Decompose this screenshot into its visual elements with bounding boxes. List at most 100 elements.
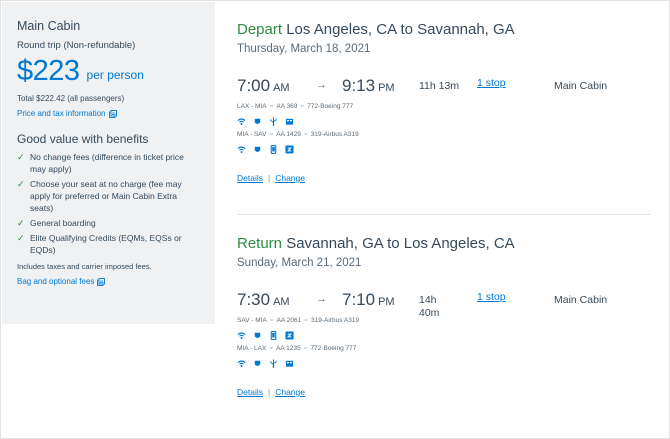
depart-departure-time: 7:00 AM [237,76,290,96]
entertainment-icon [285,118,294,125]
power-icon [254,360,261,366]
return-label: Return [237,235,283,252]
leg-amenities [237,329,657,341]
return-date: Sunday, March 21, 2021 [237,257,362,269]
benefits-title: Good value with benefits [17,132,149,146]
time-ampm: AM [273,82,290,94]
return-details-link[interactable]: Details [237,387,263,397]
flight-leg-info: MIA - SAV = AA 1429 = 319-Airbus A319 [237,131,359,138]
depart-stops-link[interactable]: 1 stop [477,77,506,89]
depart-date: Thursday, March 18, 2021 [237,43,371,55]
benefit-item: ✓ Choose your seat at no charge (fee may … [17,178,202,214]
depart-segment: Depart Los Angeles, CA to Savannah, GA T… [237,21,657,183]
benefit-text: Elite Qualifying Credits (EQMs, EQSs or … [30,233,182,255]
separator: | [267,387,271,397]
depart-duration: 11h 13m [419,80,460,92]
leg-aircraft: 319-Airbus A319 [310,131,359,138]
usb-icon [270,358,277,368]
return-actions: Details | Change [237,387,657,397]
time-value: 7:30 [237,290,271,309]
return-arrival-time: 7:10 PM [342,290,395,310]
power-icon [254,118,261,124]
leg-flight-number: AA 1235 [276,345,301,352]
power-icon [254,332,261,338]
depart-cabin: Main Cabin [554,80,608,92]
price-tax-info-link[interactable]: Price and tax information [17,109,117,118]
per-person-label: per person [86,68,144,82]
wifi-icon [237,359,246,367]
benefits-list: ✓ No change fees (difference in ticket pr… [17,151,202,256]
check-icon: ✓ [17,218,25,228]
time-value: 9:13 [342,76,376,95]
flight-leg-info: MIA - LAX = AA 1235 = 772-Boeing 777 [237,345,357,352]
flight-leg-info: SAV - MIA = AA 2061 = 319-Airbus A319 [237,317,360,324]
price-row: $223 per person [17,55,215,87]
streaming-icon [285,330,294,340]
leg-flight-number: AA 1429 [276,131,301,138]
check-icon: ✓ [17,233,25,243]
leg-route: SAV - MIA [237,317,267,324]
leg-flight-number: AA 2061 [276,317,302,324]
leg-route: LAX - MIA [237,103,267,110]
price-tax-info-label: Price and tax information [17,109,106,118]
return-departure-time: 7:30 AM [237,290,290,310]
wifi-icon [237,117,246,125]
time-value: 7:10 [342,290,376,309]
return-segment: Return Savannah, GA to Los Angeles, CA S… [237,235,657,397]
power-icon [254,146,261,152]
leg-amenities [237,357,657,369]
check-icon: ✓ [17,152,25,162]
check-icon: ✓ [17,179,25,189]
entertainment-icon [285,360,294,367]
total-price: Total $222.42 (all passengers) [17,94,125,103]
leg-amenities [237,115,657,127]
depart-details-link[interactable]: Details [237,173,263,183]
usb-icon [270,116,277,126]
mobile-device-icon [270,330,277,340]
time-ampm: PM [378,296,395,308]
time-ampm: PM [378,82,395,94]
depart-times-row: 7:00 AM → 9:13 PM 11h 13m 1 stop Main Cabi… [237,76,657,100]
benefit-text: No change fees (difference in ticket pri… [30,152,184,174]
depart-heading: Depart Los Angeles, CA to Savannah, GA [237,21,657,38]
return-cabin: Main Cabin [554,294,608,306]
duration-hours: 14h [419,294,437,306]
wifi-icon [237,331,246,339]
leg-aircraft: 772-Boeing 777 [310,345,357,352]
benefit-item: ✓ General boarding [17,217,202,229]
arrow-right-icon: → [316,293,327,305]
depart-change-link[interactable]: Change [275,173,305,183]
return-duration: 14h 40m [419,294,439,320]
benefit-text: Choose your seat at no charge (fee may a… [30,179,182,213]
external-link-icon [108,109,117,118]
depart-arrival-time: 9:13 PM [342,76,395,96]
separator: | [267,173,271,183]
depart-label: Depart [237,21,283,38]
benefit-text: General boarding [30,218,96,228]
benefit-item: ✓ No change fees (difference in ticket pr… [17,151,202,175]
bag-fees-label: Bag and optional fees [17,277,95,286]
leg-aircraft: 319-Airbus A319 [311,317,360,324]
external-link-icon [97,277,106,286]
fare-cabin-title: Main Cabin [17,19,81,33]
streaming-icon [285,144,294,154]
time-value: 7:00 [237,76,271,95]
return-change-link[interactable]: Change [275,387,305,397]
trip-type: Round trip (Non-refundable) [17,40,136,51]
fees-note: Includes taxes and carrier imposed fees. [17,262,152,271]
arrow-right-icon: → [316,79,327,91]
price-amount: $223 [17,55,80,87]
segment-divider [237,214,651,215]
leg-route: MIA - SAV [237,131,267,138]
duration-minutes: 40m [419,307,440,319]
depart-actions: Details | Change [237,173,657,183]
depart-route: Los Angeles, CA to Savannah, GA [286,21,515,38]
return-stops-link[interactable]: 1 stop [477,291,506,303]
leg-aircraft: 772-Boeing 777 [307,103,354,110]
leg-flight-number: AA 369 [276,103,298,110]
benefit-item: ✓ Elite Qualifying Credits (EQMs, EQSs or… [17,232,202,256]
flight-leg-info: LAX - MIA = AA 369 = 772-Boeing 777 [237,103,354,110]
bag-fees-link[interactable]: Bag and optional fees [17,277,106,286]
return-heading: Return Savannah, GA to Los Angeles, CA [237,235,657,252]
